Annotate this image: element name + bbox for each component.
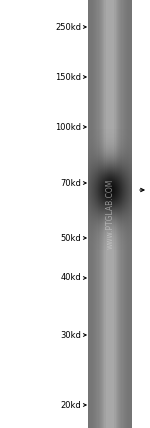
Bar <box>122 0 132 428</box>
Text: 40kd: 40kd <box>60 273 81 282</box>
Bar <box>125 0 132 428</box>
Bar <box>127 0 132 428</box>
Bar <box>118 0 132 428</box>
Bar <box>88 0 95 428</box>
Text: 50kd: 50kd <box>60 234 81 243</box>
Bar <box>114 0 132 428</box>
Text: 20kd: 20kd <box>60 401 81 410</box>
Bar <box>123 0 132 428</box>
Bar <box>120 0 132 428</box>
Bar <box>88 0 104 428</box>
Text: 30kd: 30kd <box>60 330 81 339</box>
Bar <box>88 0 132 428</box>
Bar <box>88 0 106 428</box>
Bar <box>88 0 101 428</box>
Bar <box>88 0 89 428</box>
Bar <box>88 0 97 428</box>
Bar <box>88 0 100 428</box>
Text: 70kd: 70kd <box>60 178 81 187</box>
Bar <box>130 0 132 428</box>
Bar <box>88 0 93 428</box>
Bar <box>117 0 132 428</box>
Bar <box>88 0 99 428</box>
Bar <box>131 0 132 428</box>
Bar <box>88 0 94 428</box>
Text: 100kd: 100kd <box>55 122 81 131</box>
Bar <box>116 0 132 428</box>
Bar <box>88 0 96 428</box>
Bar <box>126 0 132 428</box>
Bar <box>129 0 132 428</box>
Text: www.PTGLAB.COM: www.PTGLAB.COM <box>105 179 114 249</box>
Bar <box>88 0 103 428</box>
Text: 250kd: 250kd <box>55 23 81 32</box>
Text: 150kd: 150kd <box>55 72 81 81</box>
Bar <box>88 0 102 428</box>
Bar <box>119 0 132 428</box>
Bar <box>88 0 92 428</box>
Bar <box>124 0 132 428</box>
Bar <box>88 0 90 428</box>
